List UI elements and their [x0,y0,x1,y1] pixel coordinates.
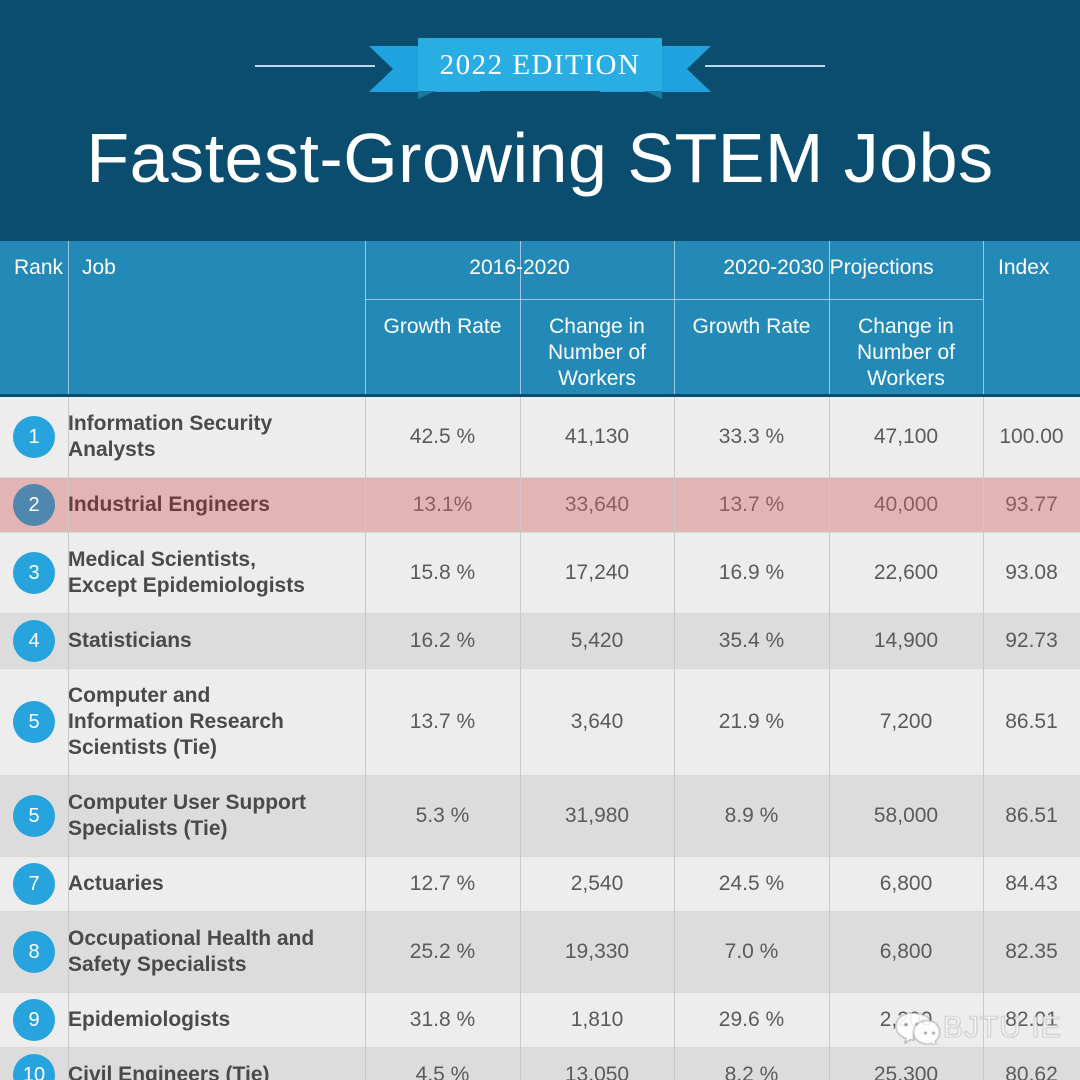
svg-text:2022 EDITION: 2022 EDITION [440,49,641,81]
